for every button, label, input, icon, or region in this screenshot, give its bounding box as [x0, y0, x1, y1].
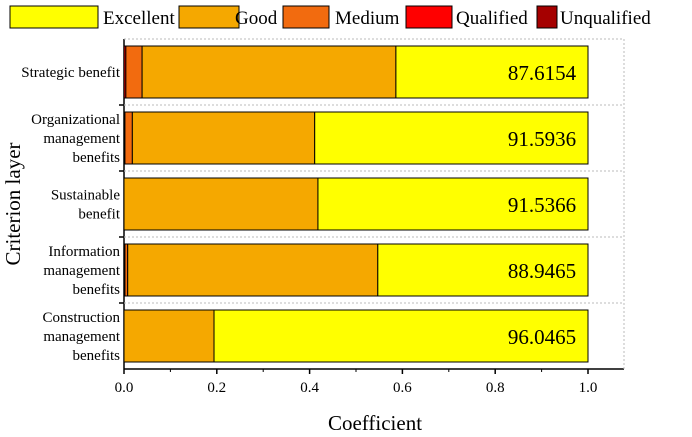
bar-segment-good: [141, 45, 397, 99]
legend-swatch-qualified: [405, 5, 453, 29]
y-axis-title: Criterion layer: [1, 142, 25, 265]
legend-swatch-excellent: [9, 5, 99, 29]
x-tick-label: 0.8: [486, 380, 505, 396]
bar-score-label: 91.5936: [508, 127, 576, 151]
category-label: benefits: [73, 150, 121, 166]
x-tick-label: 0.4: [300, 380, 319, 396]
bar-segment-excellent: [314, 111, 589, 165]
legend-label-unqualified: Unqualified: [560, 8, 651, 29]
category-label: Strategic benefit: [21, 65, 121, 81]
legend-swatch-good: [178, 5, 240, 29]
category-label: management: [43, 263, 120, 279]
legend-label-qualified: Qualified: [456, 8, 528, 29]
bar-segment-excellent: [377, 243, 589, 297]
bar-segment-excellent: [395, 45, 589, 99]
bar-segment-good: [131, 111, 316, 165]
category-label: benefit: [78, 207, 120, 223]
category-label: Information: [48, 244, 120, 260]
x-axis-title: Coefficient: [328, 411, 422, 435]
bar-segment-excellent: [317, 177, 589, 231]
category-label: management: [43, 131, 120, 147]
bar-score-label: 87.6154: [508, 61, 577, 85]
bar-segment-medium: [124, 111, 133, 165]
x-tick-label: 0.0: [115, 380, 134, 396]
category-label: management: [43, 329, 120, 345]
bar-segment-good: [123, 177, 319, 231]
bar-segment-good: [123, 309, 215, 363]
legend-label-excellent: Excellent: [103, 8, 175, 29]
x-tick-label: 1.0: [579, 380, 598, 396]
category-label: benefits: [73, 348, 121, 364]
bar-score-label: 88.9465: [508, 259, 576, 283]
category-label: Organizational: [31, 112, 120, 128]
category-label: benefits: [73, 282, 121, 298]
category-label: Sustainable: [51, 188, 120, 204]
bar-segment-good: [127, 243, 379, 297]
legend-label-medium: Medium: [335, 8, 400, 29]
legend-swatch-unqualified: [536, 5, 558, 29]
legend-label-good: Good: [235, 8, 278, 29]
x-tick-label: 0.2: [207, 380, 226, 396]
bar-score-label: 96.0465: [508, 325, 576, 349]
bar-segment-medium: [125, 45, 143, 99]
bar-score-label: 91.5366: [508, 193, 576, 217]
bar-segment-excellent: [213, 309, 589, 363]
legend-swatch-medium: [282, 5, 330, 29]
x-tick-label: 0.6: [393, 380, 412, 396]
category-label: Construction: [43, 310, 121, 326]
